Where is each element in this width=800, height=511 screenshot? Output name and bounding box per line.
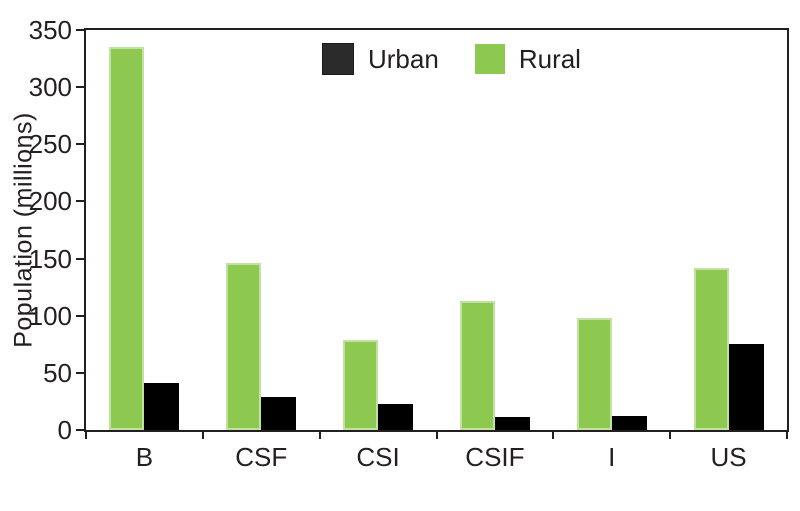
x-axis-category-label-CSF: CSF [235, 442, 288, 472]
y-axis-tick [76, 200, 84, 203]
legend: Urban Rural [322, 43, 581, 75]
legend-item-rural: Rural [474, 43, 581, 75]
x-axis-category-label-US: US [710, 442, 747, 472]
y-axis-tick-label: 250 [28, 129, 72, 160]
y-axis-tick [76, 429, 84, 431]
legend-item-urban: Urban [322, 43, 439, 75]
x-axis-tick [85, 430, 87, 439]
legend-swatch-rural [474, 44, 505, 74]
y-axis-tick [76, 257, 84, 260]
bar-urban-CSI [378, 403, 414, 430]
bar-rural-CSIF [459, 300, 495, 430]
legend-label-rural: Rural [518, 43, 581, 74]
y-axis-tick [76, 314, 84, 317]
bar-urban-US [728, 344, 764, 430]
y-axis-tick-label: 300 [28, 72, 72, 103]
bar-urban-CSIF [494, 417, 530, 430]
bar-rural-CSI [343, 339, 379, 430]
x-axis-tick [435, 430, 438, 439]
bar-urban-CSF [261, 396, 297, 430]
y-axis-tick-label: 350 [28, 15, 72, 45]
x-axis-tick [786, 430, 788, 439]
x-axis-tick [201, 430, 204, 439]
x-axis-category-label-CSIF: CSIF [465, 442, 525, 472]
y-axis-tick-label: 100 [28, 300, 72, 331]
y-axis-tick-label: 150 [28, 243, 72, 274]
bar-rural-I [576, 318, 612, 430]
y-axis-tick-label: 50 [43, 357, 72, 388]
x-axis-tick [552, 430, 555, 439]
x-axis-category-label-B: B [135, 442, 154, 472]
legend-swatch-urban [322, 43, 354, 75]
x-axis-category-label-I: I [608, 442, 616, 472]
y-axis-tick-label: 0 [57, 415, 72, 445]
x-axis-tick [669, 430, 672, 439]
bar-urban-B [144, 383, 180, 430]
bar-rural-B [109, 47, 145, 430]
y-axis-tick [76, 29, 84, 31]
plot-area: Population (millions) Urban Rural 0 50 100… [10, 15, 789, 472]
y-axis-tick-label: 200 [28, 186, 72, 217]
y-axis-tick [76, 86, 84, 89]
bar-rural-CSF [226, 263, 262, 430]
bar-rural-US [693, 267, 729, 430]
legend-label-urban: Urban [368, 43, 439, 74]
bar-urban-I [611, 416, 647, 430]
x-axis-tick [318, 430, 321, 439]
y-axis-tick [76, 143, 84, 146]
x-axis-category-label-CSI: CSI [356, 442, 400, 472]
y-axis-tick [76, 371, 84, 374]
